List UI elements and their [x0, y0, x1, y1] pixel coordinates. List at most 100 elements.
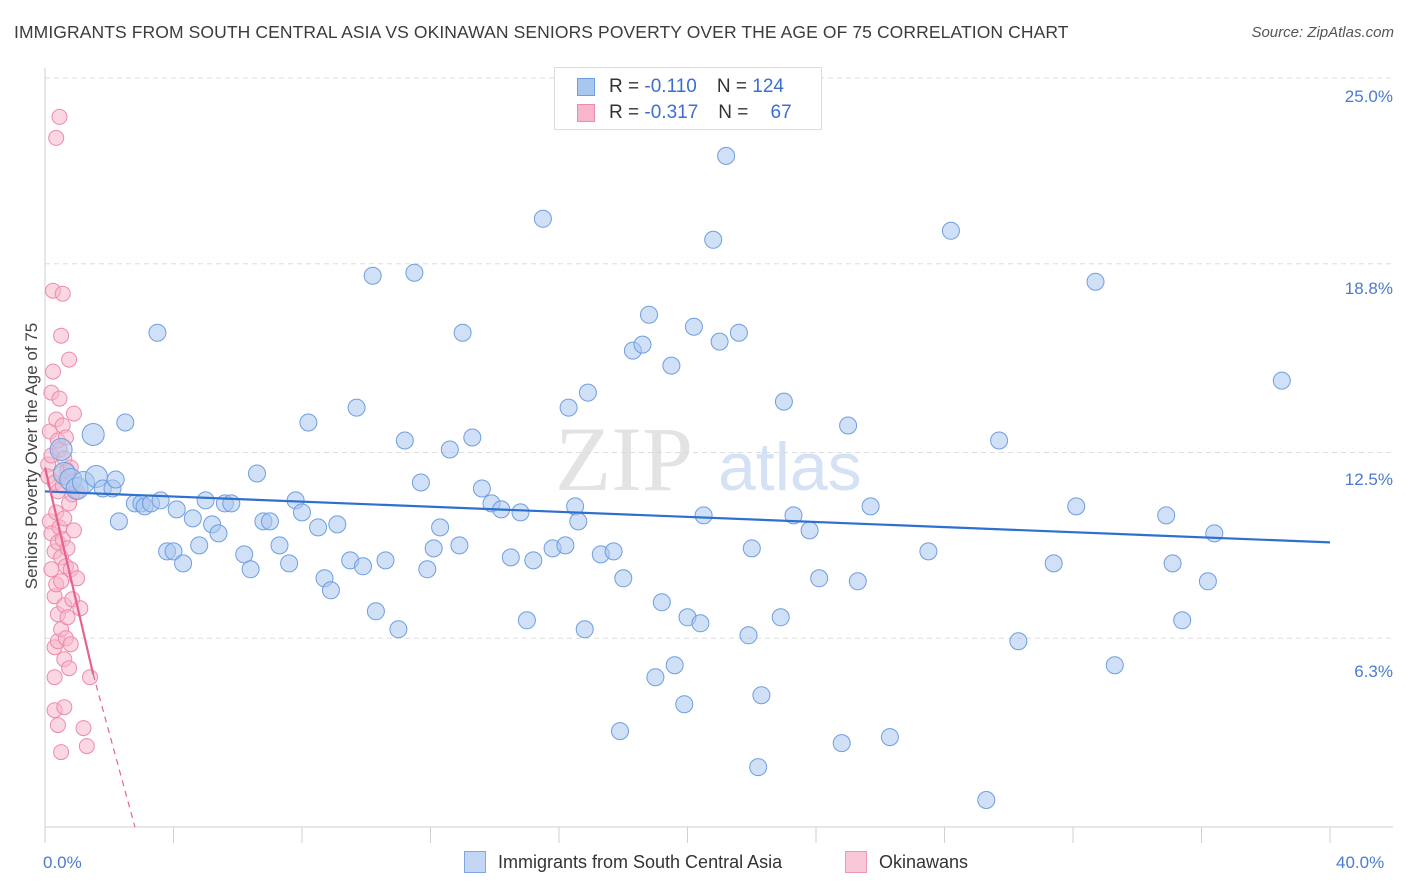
blue-point-103	[810, 569, 829, 588]
pink-point-26	[51, 108, 68, 125]
legend-item-okinawans[interactable]: Okinawans	[845, 851, 968, 873]
blue-point-38	[299, 413, 318, 432]
blue-point-42	[328, 515, 347, 534]
blue-point-99	[771, 608, 790, 627]
trend-line-okinawans	[43, 467, 95, 675]
blue-point-82	[646, 668, 665, 687]
watermark-atlas: atlas	[718, 429, 862, 505]
blue-point-115	[1067, 497, 1086, 516]
blue-point-95	[739, 626, 758, 645]
blue-point-54	[424, 539, 443, 558]
blue-point-110	[941, 221, 960, 240]
legend-item-immigrants[interactable]: Immigrants from South Central Asia	[464, 851, 782, 873]
pink-point-36	[54, 285, 71, 302]
legend-swatch-okinawans	[845, 851, 867, 873]
blue-point-47	[366, 602, 385, 621]
blue-point-10	[109, 512, 128, 531]
pink-point-63	[72, 600, 89, 617]
blue-point-109	[919, 542, 938, 561]
blue-point-72	[569, 512, 588, 531]
blue-point-16	[148, 323, 167, 342]
blue-point-28	[222, 494, 241, 513]
pink-point-65	[78, 738, 95, 755]
pink-point-16	[48, 129, 65, 146]
pink-point-27	[51, 390, 68, 407]
blue-point-84	[662, 356, 681, 375]
blue-point-117	[1105, 656, 1124, 675]
blue-point-107	[861, 497, 880, 516]
blue-point-96	[742, 539, 761, 558]
blue-point-114	[1044, 554, 1063, 573]
blue-point-37	[293, 503, 311, 522]
pink-point-7	[43, 561, 60, 578]
legend-swatch-pink	[577, 104, 595, 122]
pink-point-44	[56, 699, 73, 716]
blue-point-108	[880, 728, 899, 747]
blue-point-57	[450, 536, 469, 555]
pink-point-33	[53, 573, 70, 590]
blue-point-26	[209, 524, 228, 543]
pink-point-14	[46, 669, 63, 686]
blue-point-113	[1009, 632, 1028, 651]
pink-point-62	[69, 570, 86, 587]
blue-point-11	[116, 413, 135, 432]
blue-point-41	[321, 581, 340, 600]
blue-point-98	[752, 686, 771, 705]
blue-point-102	[800, 521, 819, 540]
pink-point-56	[62, 636, 79, 653]
blue-point-53	[418, 560, 437, 579]
pink-point-35	[53, 744, 70, 761]
legend-n-label: N =	[718, 102, 749, 123]
blue-point-44	[347, 398, 366, 417]
blue-point-97	[749, 758, 768, 777]
y-axis-label: Seniors Poverty Over the Age of 75	[22, 322, 41, 590]
blue-point-73	[575, 620, 594, 639]
blue-point-56	[440, 440, 459, 459]
blue-point-92	[710, 332, 729, 351]
blue-point-55	[431, 518, 450, 537]
legend-r-label: R =	[609, 102, 640, 123]
blue-point-60	[472, 479, 491, 498]
blue-point-0	[49, 438, 73, 461]
blue-point-52	[411, 473, 430, 492]
blue-point-76	[604, 542, 623, 561]
blue-point-83	[652, 593, 671, 612]
source-label: Source: ZipAtlas.com	[1251, 24, 1394, 41]
pink-point-64	[75, 720, 92, 737]
blue-point-89	[691, 614, 710, 633]
legend-r-value: -0.317	[644, 102, 699, 123]
blue-point-122	[1205, 524, 1224, 543]
blue-point-34	[270, 536, 289, 555]
watermark-zip: ZIP	[555, 408, 693, 510]
legend-label-immigrants: Immigrants from South Central Asia	[498, 851, 783, 872]
blue-point-86	[675, 695, 694, 714]
blue-point-101	[784, 506, 803, 525]
blue-point-69	[556, 536, 575, 555]
pink-point-51	[61, 351, 78, 368]
blue-point-85	[665, 656, 684, 675]
blue-point-94	[729, 323, 748, 342]
blue-point-116	[1086, 272, 1105, 291]
blue-point-46	[363, 266, 382, 285]
pink-point-59	[65, 405, 82, 422]
blue-point-45	[354, 557, 372, 576]
blue-point-100	[774, 392, 793, 411]
blue-point-24	[196, 491, 215, 510]
blue-point-21	[174, 554, 193, 573]
blue-point-29	[235, 545, 254, 564]
blue-point-33	[260, 512, 279, 531]
blue-point-17	[151, 491, 170, 510]
blue-point-74	[578, 383, 597, 402]
pink-point-30	[53, 327, 70, 344]
pink-point-25	[49, 717, 66, 734]
blue-point-111	[977, 791, 996, 809]
blue-point-81	[640, 305, 658, 324]
blue-point-20	[167, 500, 186, 519]
pink-point-8	[45, 363, 61, 380]
blue-point-91	[704, 230, 723, 249]
blue-point-5	[81, 423, 105, 446]
legend-n-value: 67	[770, 102, 792, 123]
legend-swatch-blue	[577, 78, 595, 96]
blue-point-50	[395, 431, 414, 450]
